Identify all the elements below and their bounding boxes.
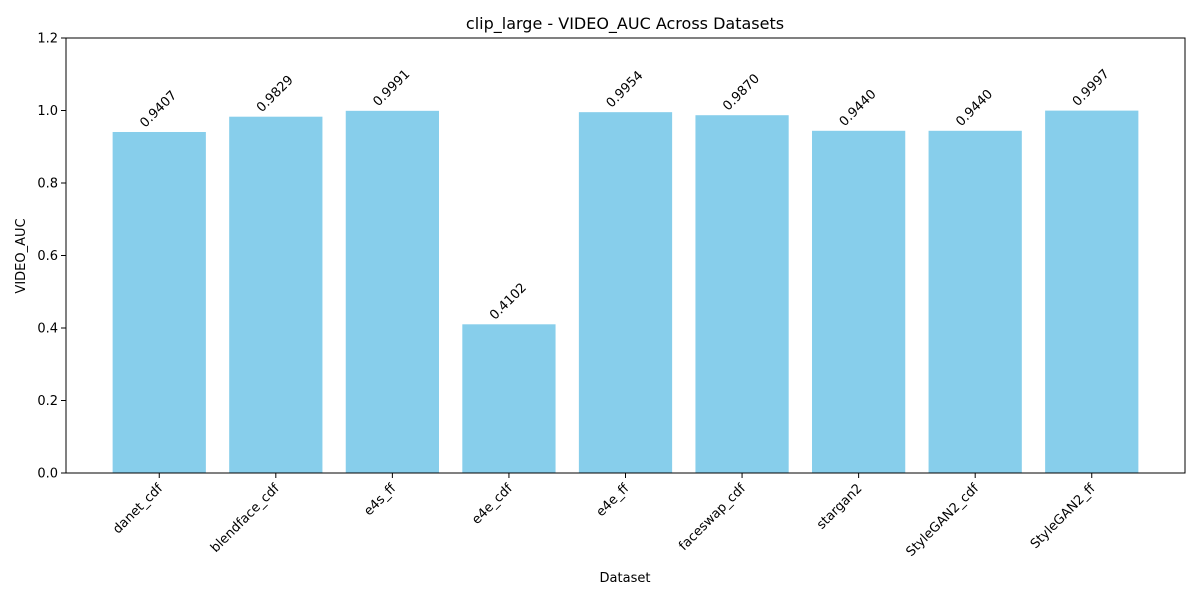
- y-tick-label: 0.8: [37, 177, 58, 192]
- bar-StyleGAN2_cdf: [928, 130, 1022, 474]
- bar-StyleGAN2_ff: [1045, 110, 1139, 473]
- y-tick-label: 1.0: [37, 104, 58, 119]
- bar-blendface_cdf: [229, 116, 323, 473]
- bar-faceswap_cdf: [695, 115, 789, 474]
- y-tick-label: 0.6: [37, 249, 58, 264]
- chart-title: clip_large - VIDEO_AUC Across Datasets: [466, 14, 784, 34]
- y-axis-label: VIDEO_AUC: [14, 218, 29, 293]
- x-axis-label: Dataset: [600, 571, 651, 586]
- y-tick-label: 0.2: [37, 394, 58, 409]
- axes-frame: [65, 37, 1186, 474]
- y-tick-label: 1.2: [37, 32, 58, 47]
- bar-e4e_ff: [578, 112, 673, 473]
- bar-danet_cdf: [112, 131, 206, 473]
- y-tick-label: 0.4: [37, 322, 58, 337]
- y-tick-label: 0.0: [37, 467, 58, 482]
- bar-e4s_ff: [345, 110, 439, 474]
- bar-e4e_cdf: [462, 324, 556, 473]
- bar-stargan2: [812, 130, 906, 474]
